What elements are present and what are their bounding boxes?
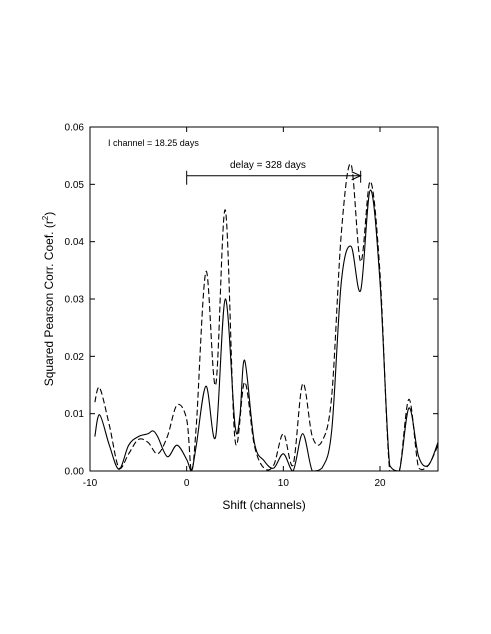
y-axis-title: Squared Pearson Corr. Coef. (r2) — [41, 212, 56, 387]
series-layer — [94, 163, 439, 472]
delay-arrow — [186, 170, 362, 185]
delay-label: delay = 328 days — [230, 160, 306, 171]
y-tick-label: 0.02 — [65, 352, 85, 363]
y-tick-label: 0.01 — [65, 409, 85, 420]
series-line-dashed — [94, 163, 439, 472]
y-tick-label: 0.03 — [65, 295, 85, 306]
y-axis-title-main: Squared Pearson Corr. Coef. (r — [42, 220, 56, 386]
x-tick-label: 20 — [374, 478, 386, 489]
y-tick-label: 0.05 — [65, 180, 85, 191]
x-tick-label: 0 — [184, 478, 190, 489]
plot-area-frame — [89, 126, 439, 472]
y-tick-label: 0.00 — [65, 467, 85, 478]
y-tick-label: 0.06 — [65, 123, 85, 134]
y-axis-title-sup: 2 — [41, 215, 50, 220]
channel-note: I channel = 18.25 days — [108, 138, 199, 148]
x-tick-label: -10 — [83, 478, 98, 489]
y-axis-title-tail: ) — [42, 212, 56, 216]
series-line-solid — [94, 189, 439, 472]
y-tick-label: 0.04 — [65, 237, 85, 248]
x-axis-title: Shift (channels) — [222, 498, 305, 512]
delay-arrow-head — [351, 171, 362, 181]
x-tick-label: 10 — [278, 478, 290, 489]
ticks-layer: 0.00 0.01 0.02 0.03 0.04 0.05 0.06 -10 0 10 20 — [65, 123, 438, 489]
